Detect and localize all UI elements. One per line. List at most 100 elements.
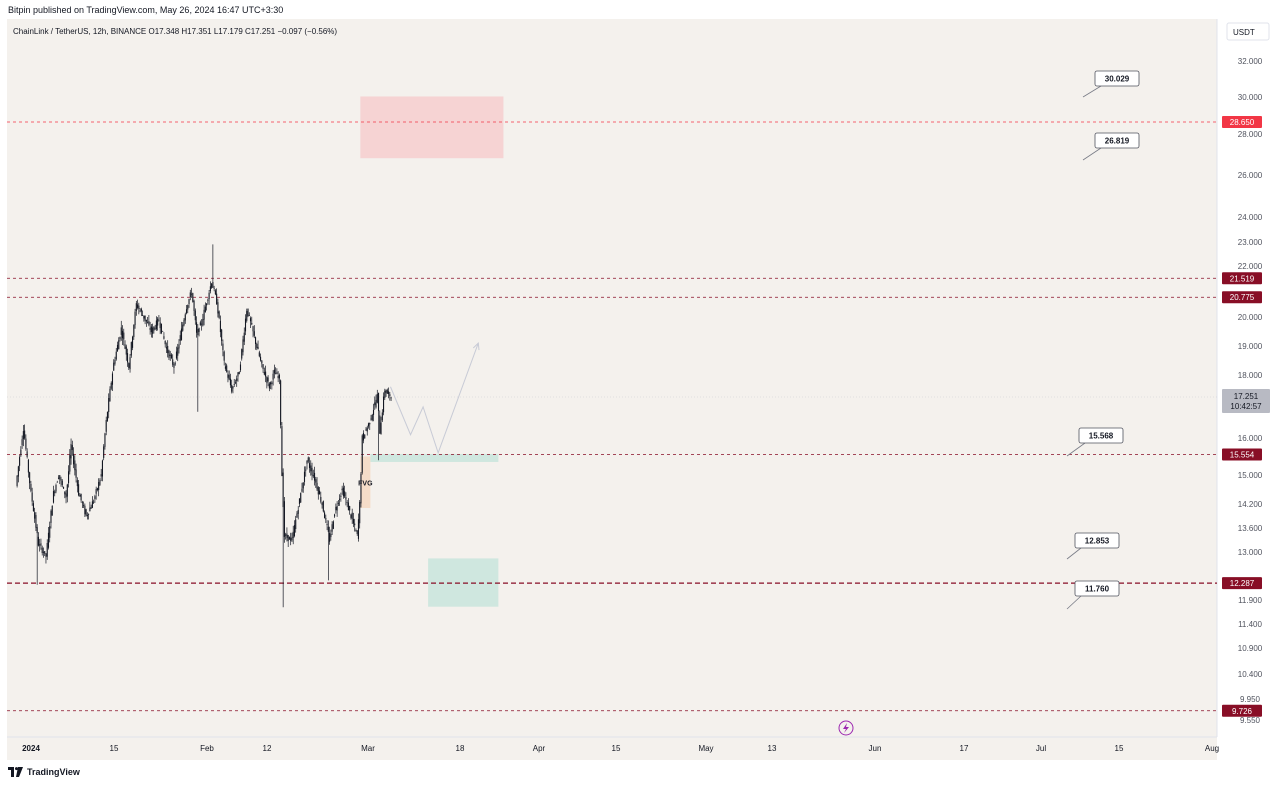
fvg-label: FVG [358,480,373,487]
lightning-icon[interactable] [838,720,854,736]
candle-body [256,343,258,348]
candle-body [100,474,102,477]
candle-body [51,505,53,516]
candle-body [302,482,304,489]
candle-body [145,319,147,322]
candle-body [180,328,183,340]
candle-body [320,496,322,502]
candle-body [185,309,188,314]
candle-body [311,467,313,476]
level-label-box-9.726 [1222,704,1262,717]
candle-body [16,475,18,486]
candle-body [342,487,344,497]
candle-body [147,322,149,324]
candle-body [224,366,226,369]
chart-area[interactable]: FVG 30.029 26.819 15.568 12.853 11.760 ChainLi… [7,19,1273,760]
candle-body [326,523,328,526]
candle-body [335,506,337,511]
candle-body [207,299,209,301]
candle-body [196,322,198,333]
candle-body [229,378,231,386]
candle-body [345,497,347,500]
y-tick-10.400: 10.400 [1238,670,1263,679]
candle-body [281,426,283,477]
candle-body [347,502,349,511]
candle-body [106,412,109,421]
callout-label-11.760: 11.760 [1085,585,1110,594]
candle-body [118,340,120,350]
candle-body [155,320,157,330]
candle-body [160,323,162,333]
candle-body [252,326,254,332]
candle-body [341,488,343,491]
candle-body [177,347,179,356]
candle-body [216,293,218,305]
candle-body [132,336,134,348]
y-tick-32.000: 32.000 [1238,57,1263,66]
projection-path [389,342,479,455]
price-chart[interactable]: FVG 30.029 26.819 15.568 12.853 11.760 ChainLi… [7,19,1273,760]
candle-body [154,328,156,330]
candle-body [223,351,225,361]
callout-pointer-26.819 [1082,147,1102,161]
candle-body [175,351,178,359]
candle-body [29,472,31,484]
candle-body [120,327,122,335]
candle-body [104,433,106,447]
candle-body [306,460,308,464]
callout-pointer-12.853 [1066,547,1082,560]
candle-body [364,434,366,439]
candle-body [351,512,353,519]
candle-body [188,299,190,305]
candle-body [159,322,161,329]
candle-body [91,501,93,508]
candle-body [214,290,216,295]
candle-body [257,346,259,350]
candle-body [228,374,230,380]
candle-body [35,515,37,528]
candle-body [124,344,126,349]
y-tick-19.000: 19.000 [1238,342,1263,351]
candle-body [219,320,221,333]
candle-body [41,547,43,554]
candle-body [170,354,173,358]
candle-body [360,473,362,504]
candle-body [239,364,242,371]
candle-body [355,530,357,532]
candle-body [266,376,268,383]
callout-pointer-30.029 [1082,85,1102,98]
x-tick-Apr: Apr [533,744,546,753]
candle-body [116,344,119,352]
candle-body [73,453,75,465]
x-tick-15: 15 [1115,744,1124,753]
candle-body [324,512,326,519]
candle-body [370,418,372,420]
candle-body [119,337,121,340]
candle-body [388,391,390,395]
callout-label-12.853: 12.853 [1085,537,1110,546]
candle-body [243,332,245,342]
candle-body [329,533,331,542]
callout-pointer-15.568 [1066,442,1086,457]
candle-body [149,328,151,330]
candle-body [85,509,87,516]
candle-body [204,306,206,313]
candle-body [49,526,51,538]
candle-body [258,352,260,357]
candle-body [140,308,142,312]
callout-box-11.760 [1074,580,1120,597]
candle-body [108,398,110,413]
candle-body [109,388,111,402]
candle-body [130,342,132,356]
candle-body [37,536,39,546]
x-tick-12: 12 [263,744,272,753]
candle-body [227,374,229,378]
candle-body [346,502,348,503]
candle-body [193,300,195,311]
lightning-icon-bolt [843,723,849,733]
candle-body [336,506,338,511]
x-axis-ticks: 2024 15 Feb 12 Mar 18 Apr 15 May 13 Jun 17 Jul 15 Aug [22,744,1219,753]
candle-body [78,484,80,496]
candle-body [50,510,52,523]
tradingview-logo[interactable]: TradingView [8,767,80,777]
